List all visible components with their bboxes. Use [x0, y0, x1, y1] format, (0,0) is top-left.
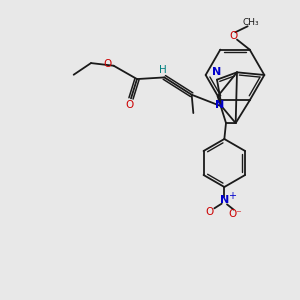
- Text: +: +: [228, 191, 236, 201]
- Text: N: N: [220, 195, 229, 205]
- Text: CH₃: CH₃: [243, 18, 259, 27]
- Text: O: O: [205, 207, 214, 217]
- Text: N: N: [212, 67, 221, 77]
- Text: O: O: [126, 100, 134, 110]
- Text: H: H: [159, 65, 167, 75]
- Text: O⁻: O⁻: [228, 209, 242, 219]
- Text: O: O: [230, 31, 238, 40]
- Text: N: N: [215, 100, 225, 110]
- Text: O: O: [103, 59, 112, 69]
